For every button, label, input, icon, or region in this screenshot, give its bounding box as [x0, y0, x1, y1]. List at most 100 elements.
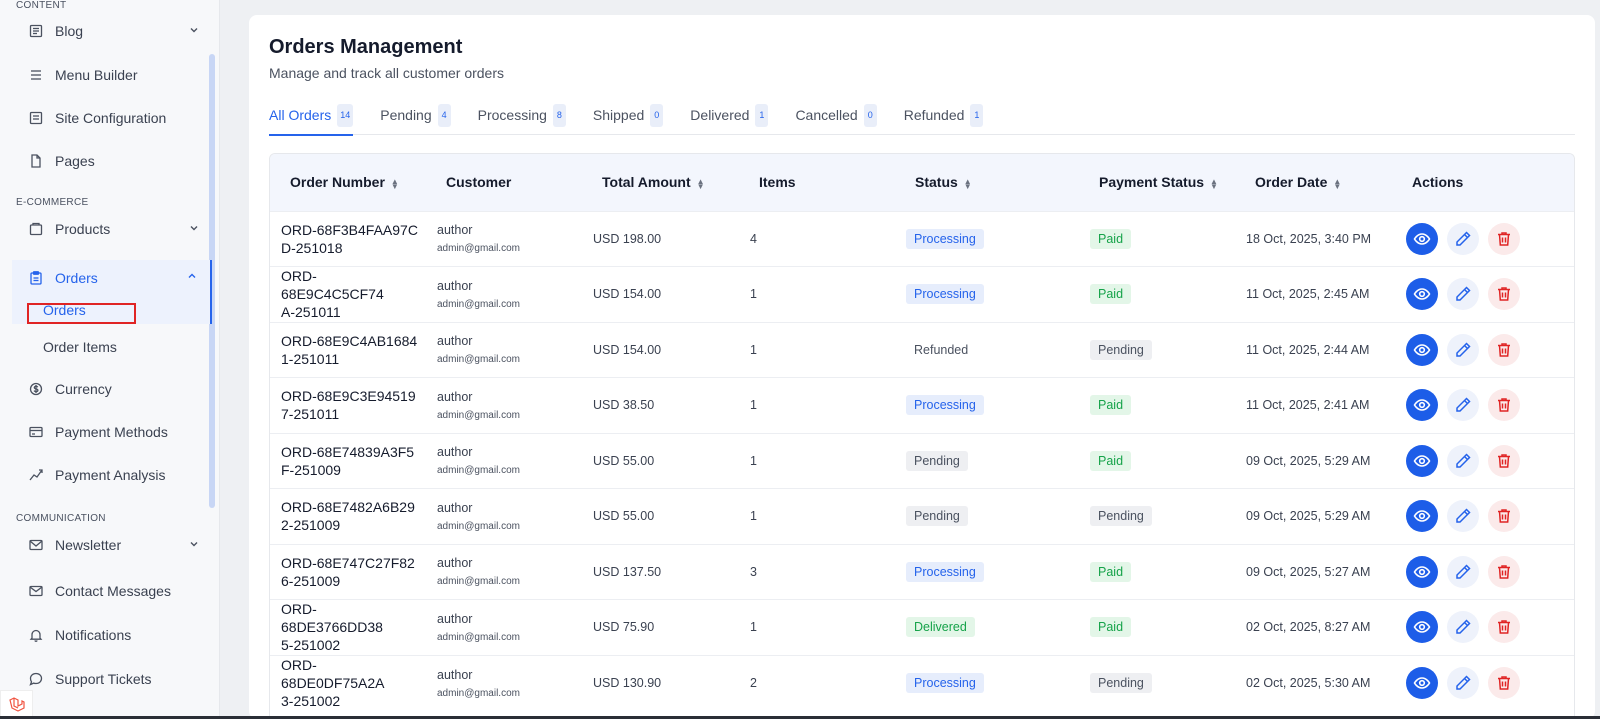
table-row[interactable]: ORD-68E747C27F82 6-251009 author admin@gma…: [270, 544, 1574, 600]
edit-button[interactable]: [1447, 500, 1479, 533]
order-number-cell[interactable]: ORD-68E7482A6B29 2-251009: [270, 489, 426, 545]
header-label: Customer: [446, 174, 512, 191]
laravel-logo-icon[interactable]: [0, 690, 33, 719]
sidebar-subitem-orders[interactable]: Orders: [12, 296, 212, 324]
delete-button[interactable]: [1488, 444, 1520, 477]
payment-status-cell: Paid: [1079, 211, 1235, 267]
order-number-cell[interactable]: ORD-68E74839A3F5 F-251009: [270, 433, 426, 489]
view-button[interactable]: [1406, 611, 1438, 644]
delete-button[interactable]: [1488, 667, 1520, 699]
view-button[interactable]: [1406, 333, 1438, 366]
column-header-customer: Customer: [426, 154, 582, 211]
sidebar-item-notifications[interactable]: Notifications: [16, 618, 212, 652]
actions-cell: [1392, 433, 1574, 489]
delete-button[interactable]: [1488, 278, 1520, 311]
view-button[interactable]: [1406, 555, 1438, 588]
edit-button[interactable]: [1447, 222, 1479, 255]
delete-button[interactable]: [1488, 222, 1520, 255]
table-row[interactable]: ORD-68E9C4AB1684 1-251011 author admin@gma…: [270, 322, 1574, 378]
edit-button[interactable]: [1447, 333, 1479, 366]
view-button[interactable]: [1406, 667, 1438, 699]
orders-table-container: Order Number ▲ ▼ Customer Total Amount ▲ ▼ I…: [269, 153, 1575, 719]
payment-status-cell: Paid: [1079, 378, 1235, 434]
items-cell: 2: [750, 676, 757, 690]
view-button[interactable]: [1406, 444, 1438, 477]
edit-button[interactable]: [1447, 278, 1479, 311]
delete-button[interactable]: [1488, 333, 1520, 366]
sidebar-item-contact-messages[interactable]: Contact Messages: [16, 574, 212, 608]
edit-button[interactable]: [1447, 389, 1479, 422]
table-row[interactable]: ORD-68DE0DF75A2A 3-251002 author admin@gma…: [270, 655, 1574, 711]
column-header-payment-status[interactable]: Payment Status ▲ ▼: [1079, 154, 1235, 211]
tab-count-badge: 8: [552, 103, 566, 127]
tab-refunded[interactable]: Refunded 1: [904, 95, 984, 135]
table-row[interactable]: ORD-68F3B4FAA97C D-251018 author admin@gma…: [270, 211, 1574, 267]
tab-processing[interactable]: Processing 8: [478, 95, 566, 135]
column-header-total-amount[interactable]: Total Amount ▲ ▼: [582, 154, 739, 211]
edit-button[interactable]: [1447, 667, 1479, 699]
order-number-cell[interactable]: ORD-68E747C27F82 6-251009: [270, 544, 426, 600]
tab-shipped[interactable]: Shipped 0: [593, 95, 664, 135]
sort-icon[interactable]: ▲ ▼: [390, 176, 399, 191]
sort-icon[interactable]: ▲ ▼: [696, 176, 705, 191]
sidebar-item-orders[interactable]: Orders: [12, 260, 212, 296]
sidebar-item-blog[interactable]: Blog: [16, 14, 212, 48]
sidebar-item-payment-methods[interactable]: Payment Methods: [16, 415, 212, 449]
sidebar-item-pages[interactable]: Pages: [16, 144, 212, 178]
table-row[interactable]: ORD-68E9C4C5CF74 A-251011 author admin@gma…: [270, 266, 1574, 323]
sort-icon[interactable]: ▲ ▼: [1210, 176, 1218, 191]
column-header-order-date[interactable]: Order Date ▲ ▼: [1235, 154, 1392, 211]
view-button[interactable]: [1406, 222, 1438, 255]
edit-button[interactable]: [1447, 555, 1479, 588]
tab-all-orders[interactable]: All Orders 14: [269, 95, 354, 136]
sidebar-item-products[interactable]: Products: [16, 212, 212, 246]
order-number-cell[interactable]: ORD-68F3B4FAA97C D-251018: [270, 211, 426, 267]
order-number-cell[interactable]: ORD-68DE3766DD38 5-251002: [270, 600, 426, 656]
order-number-cell[interactable]: ORD-68E9C4C5CF74 A-251011: [270, 267, 426, 323]
customer-name: author: [437, 611, 473, 626]
status-cell: Processing: [895, 267, 1079, 323]
edit-button[interactable]: [1447, 444, 1479, 477]
delete-button[interactable]: [1488, 611, 1520, 644]
sidebar-item-newsletter[interactable]: Newsletter: [16, 528, 212, 562]
customer-cell: author admin@gmail.com: [426, 211, 582, 267]
table-row[interactable]: ORD-68E74839A3F5 F-251009 author admin@gma…: [270, 433, 1574, 489]
tab-cancelled[interactable]: Cancelled 0: [795, 95, 877, 135]
column-header-status[interactable]: Status ▲ ▼: [895, 154, 1079, 211]
sidebar-subitem-order-items[interactable]: Order Items: [43, 339, 117, 355]
sidebar-item-label: Menu Builder: [55, 67, 138, 83]
status-badge: Processing: [906, 395, 984, 416]
sidebar-scrollbar[interactable]: [209, 54, 215, 508]
view-button[interactable]: [1406, 389, 1438, 422]
edit-button[interactable]: [1447, 611, 1479, 644]
table-row[interactable]: ORD-68DE3766DD38 5-251002 author admin@gma…: [270, 599, 1574, 656]
sidebar-item-menu-builder[interactable]: Menu Builder: [16, 58, 212, 92]
sidebar-item-payment-analysis[interactable]: Payment Analysis: [16, 458, 212, 492]
table-row[interactable]: ORD-68E9C3E94519 7-251011 author admin@gma…: [270, 377, 1574, 434]
view-button[interactable]: [1406, 500, 1438, 533]
pencil-icon: [1456, 286, 1471, 301]
header-label: Items: [759, 174, 796, 191]
sidebar-item-support-tickets[interactable]: Support Tickets: [16, 662, 212, 696]
column-header-order-number[interactable]: Order Number ▲ ▼: [270, 154, 426, 211]
header-label: Order Date: [1255, 174, 1328, 191]
actions-cell: [1392, 489, 1574, 545]
delete-button[interactable]: [1488, 555, 1520, 588]
view-button[interactable]: [1406, 278, 1438, 311]
delete-button[interactable]: [1488, 389, 1520, 422]
delete-button[interactable]: [1488, 500, 1520, 533]
order-number-cell[interactable]: ORD-68E9C4AB1684 1-251011: [270, 322, 426, 378]
order-date-cell: 09 Oct, 2025, 5:27 AM: [1246, 564, 1371, 579]
tab-label: Cancelled: [795, 107, 858, 123]
tab-pending[interactable]: Pending 4: [380, 95, 451, 135]
sidebar-item-site-configuration[interactable]: Site Configuration: [16, 101, 212, 135]
order-number-cell[interactable]: ORD-68E9C3E94519 7-251011: [270, 378, 426, 434]
sort-icon[interactable]: ▲ ▼: [1333, 176, 1342, 191]
sidebar-item-label: Orders: [55, 270, 98, 286]
order-number-cell[interactable]: ORD-68DE0DF75A2A 3-251002: [270, 655, 426, 711]
bell-icon: [28, 627, 44, 643]
tab-delivered[interactable]: Delivered 1: [690, 95, 769, 135]
sort-icon[interactable]: ▲ ▼: [963, 176, 972, 191]
sidebar-item-currency[interactable]: Currency: [16, 372, 212, 406]
table-row[interactable]: ORD-68E7482A6B29 2-251009 author admin@gma…: [270, 488, 1574, 545]
